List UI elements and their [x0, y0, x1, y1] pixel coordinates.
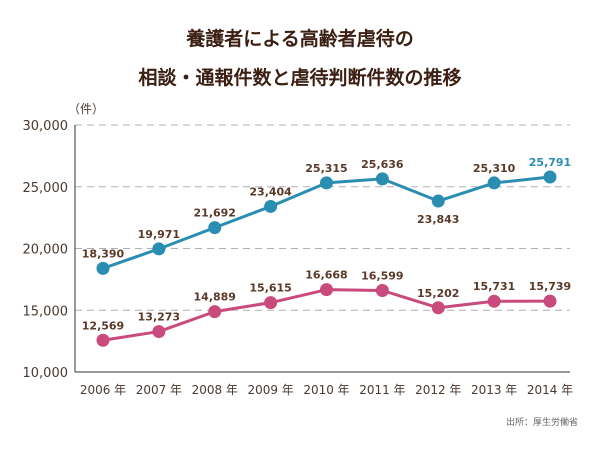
data-point — [543, 294, 557, 308]
data-label: 16,668 — [305, 269, 347, 282]
chart-title-line1: 養護者による高齢者虐待の — [185, 27, 413, 50]
source-note: 出所：厚生労働省 — [506, 416, 578, 428]
data-point — [264, 199, 278, 213]
data-label: 25,315 — [305, 162, 347, 175]
data-label: 16,599 — [361, 270, 403, 283]
data-label: 23,404 — [249, 185, 292, 198]
x-tick-label: 2011 年 — [359, 383, 405, 397]
x-tick-label: 2010 年 — [303, 383, 349, 397]
data-label: 25,636 — [361, 158, 404, 171]
axes — [74, 125, 570, 373]
data-point — [487, 294, 501, 308]
data-label: 14,889 — [194, 291, 236, 304]
data-labels: 18,390 19,971 21,692 23,404 25,315 25,636 23,8… — [82, 156, 571, 332]
chart-title-line2: 相談・通報件数と虐待判断件数の推移 — [138, 66, 461, 89]
data-point — [487, 176, 501, 190]
data-label: 13,273 — [138, 311, 180, 324]
data-label: 15,731 — [473, 280, 515, 293]
data-label: 25,791 — [529, 156, 571, 169]
data-point — [375, 284, 389, 298]
data-point — [543, 170, 557, 184]
data-label: 18,390 — [82, 247, 125, 260]
y-unit-label: （件） — [68, 102, 104, 116]
x-tick-label: 2013 年 — [471, 383, 517, 397]
data-label: 15,615 — [249, 282, 291, 295]
series-line-1 — [102, 175, 551, 270]
y-tick-label: 30,000 — [23, 119, 69, 134]
x-tick-label: 2007 年 — [136, 383, 182, 397]
x-tick-label: 2012 年 — [415, 383, 461, 397]
series-points — [96, 170, 557, 347]
data-label: 21,692 — [194, 207, 236, 220]
x-ticks: 2006 年 2007 年 2008 年 2009 年 2010 年 2011 年 2012… — [80, 383, 573, 397]
x-tick-label: 2008 年 — [192, 383, 238, 397]
data-point — [152, 242, 166, 256]
x-tick-label: 2006 年 — [80, 383, 126, 397]
data-label: 15,739 — [529, 280, 571, 293]
y-tick-label: 10,000 — [23, 366, 69, 381]
y-tick-label: 15,000 — [23, 304, 69, 319]
data-point — [375, 172, 389, 186]
y-tick-label: 20,000 — [23, 243, 69, 258]
grid — [75, 124, 570, 311]
y-tick-label: 25,000 — [23, 181, 69, 196]
data-point — [96, 333, 110, 347]
data-label: 23,843 — [417, 213, 459, 226]
data-label: 15,202 — [417, 287, 459, 300]
data-point — [96, 261, 110, 275]
y-ticks: 10,000 15,000 20,000 25,000 30,000 — [23, 119, 69, 381]
data-point — [320, 176, 333, 190]
data-point — [152, 325, 166, 339]
data-label: 25,310 — [473, 162, 516, 175]
data-label: 12,569 — [82, 319, 124, 332]
x-tick-label: 2009 年 — [247, 383, 293, 397]
data-point — [208, 305, 222, 319]
data-point — [264, 296, 278, 310]
data-label: 19,971 — [138, 228, 180, 241]
data-point — [431, 194, 445, 208]
x-tick-label: 2014 年 — [527, 383, 573, 397]
data-point — [208, 221, 222, 235]
data-point — [431, 301, 445, 315]
data-point — [320, 283, 333, 297]
